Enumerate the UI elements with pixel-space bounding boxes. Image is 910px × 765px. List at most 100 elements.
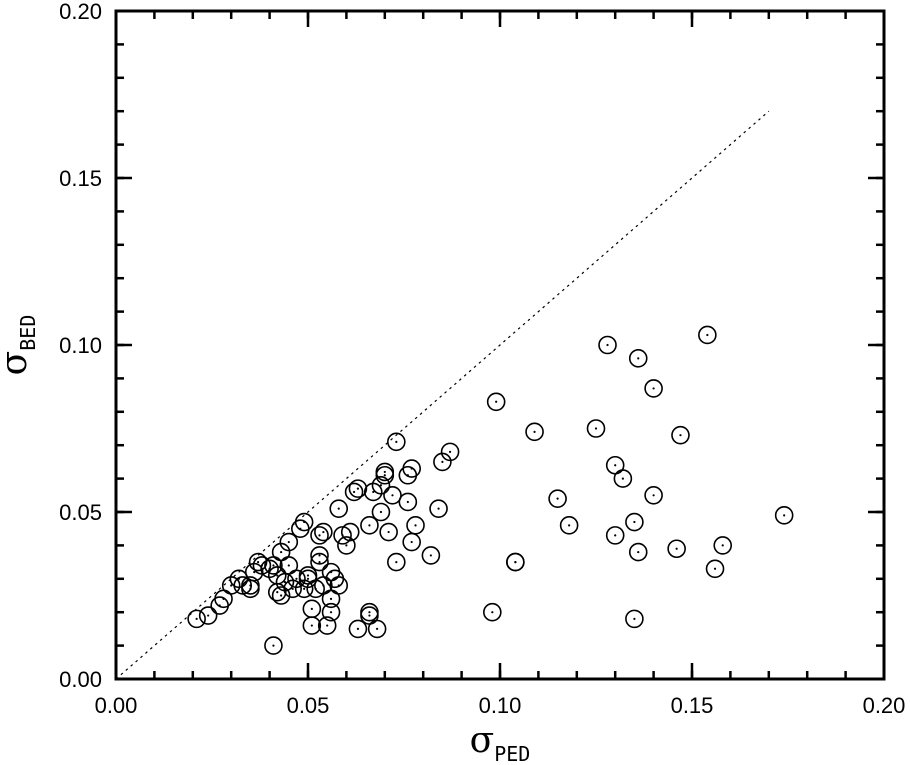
data-point-circle xyxy=(625,512,644,532)
data-point-dot xyxy=(276,591,279,594)
y-axis-label-subscript: BED xyxy=(16,315,40,351)
data-point xyxy=(310,526,329,545)
data-point xyxy=(310,546,329,565)
data-point xyxy=(302,599,322,619)
data-point-dot xyxy=(303,520,306,524)
x-tick-label: 0.05 xyxy=(287,693,330,718)
data-point-dot xyxy=(368,611,371,614)
data-point-dot xyxy=(356,487,360,490)
data-point-dot xyxy=(706,333,709,337)
data-point-circle xyxy=(348,619,368,639)
data-point-dot xyxy=(372,490,375,494)
y-tick-label: 0.20 xyxy=(59,0,102,24)
data-point-circle xyxy=(605,526,625,545)
data-point xyxy=(667,539,686,559)
data-point xyxy=(406,516,425,535)
data-point-dot xyxy=(713,567,717,570)
data-point-dot xyxy=(283,581,287,584)
data-point xyxy=(421,546,441,565)
data-point-dot xyxy=(556,497,559,500)
data-point-dot xyxy=(249,587,252,590)
data-point-circle xyxy=(283,579,302,599)
data-point-circle xyxy=(321,602,341,622)
data-point-dot xyxy=(329,597,333,600)
data-point-dot xyxy=(280,594,283,597)
data-point-dot xyxy=(322,584,325,587)
data-point xyxy=(559,516,579,535)
data-point xyxy=(337,536,356,555)
data-point-dot xyxy=(368,614,371,617)
x-tick-label: 0.20 xyxy=(863,693,906,718)
data-point-circle xyxy=(586,419,606,438)
data-point-dot xyxy=(406,500,409,504)
data-point-dot xyxy=(437,507,440,510)
data-point-dot xyxy=(352,490,356,494)
data-point-circle xyxy=(387,552,406,572)
data-point xyxy=(605,455,625,475)
data-point-dot xyxy=(514,561,517,564)
data-point xyxy=(317,616,337,635)
data-point xyxy=(625,609,644,629)
data-point xyxy=(310,552,329,572)
data-point-dot xyxy=(379,510,383,514)
data-point-dot xyxy=(230,584,233,587)
y-tick-labels: 0.00 0.05 0.10 0.15 0.20 xyxy=(59,0,102,692)
data-point-dot xyxy=(356,627,360,631)
data-point-dot xyxy=(303,587,306,590)
data-point-circle xyxy=(598,335,617,355)
data-point xyxy=(329,499,349,518)
data-point-circle xyxy=(248,552,268,572)
data-point xyxy=(321,589,341,609)
data-point-dot xyxy=(195,617,198,620)
data-point-circle xyxy=(198,606,218,625)
data-point xyxy=(525,422,544,442)
data-point-dot xyxy=(376,627,379,631)
data-point xyxy=(294,579,314,599)
data-point-circle xyxy=(774,506,794,525)
data-point-dot xyxy=(326,624,329,627)
data-point-dot xyxy=(491,611,494,614)
data-point-circle xyxy=(348,479,368,498)
data-point-circle xyxy=(486,392,506,412)
data-point-dot xyxy=(318,534,321,537)
y-axis-label-symbol: σ xyxy=(0,351,35,376)
data-point-dot xyxy=(306,577,310,580)
data-point xyxy=(348,479,368,498)
data-point-dot xyxy=(379,484,383,487)
data-point-circle xyxy=(279,532,299,552)
data-point xyxy=(294,512,314,532)
data-point-dot xyxy=(295,577,298,580)
data-point-dot xyxy=(594,427,598,430)
data-point xyxy=(713,536,733,555)
data-point-dot xyxy=(318,561,321,564)
data-point xyxy=(705,559,725,579)
y-tick-label: 0.10 xyxy=(59,333,102,358)
data-point-circle xyxy=(375,462,395,482)
plot-frame xyxy=(114,9,886,681)
data-point xyxy=(402,532,421,552)
y-tick-label: 0.05 xyxy=(59,500,102,525)
data-point xyxy=(671,425,690,445)
data-point xyxy=(625,512,644,532)
data-point-dot xyxy=(349,530,352,534)
data-point-dot xyxy=(287,540,290,544)
data-point-circle xyxy=(371,475,391,495)
data-point-dot xyxy=(621,477,624,480)
data-point-circle xyxy=(483,602,502,622)
data-point-circle xyxy=(644,485,663,505)
data-point-dot xyxy=(633,520,636,524)
data-point-dot xyxy=(249,584,252,587)
data-point-dot xyxy=(256,561,260,564)
x-axis-label: σPED xyxy=(470,720,531,765)
data-point-dot xyxy=(679,434,682,437)
data-point xyxy=(367,619,387,639)
data-point-circle xyxy=(671,425,690,445)
data-point-circle xyxy=(387,432,406,452)
data-point-dot xyxy=(652,387,655,390)
data-point-dot xyxy=(395,561,398,564)
data-point xyxy=(348,619,368,639)
data-point-circle xyxy=(367,619,387,639)
data-point-circle xyxy=(187,609,206,629)
data-point xyxy=(628,542,648,562)
data-point xyxy=(387,552,406,572)
